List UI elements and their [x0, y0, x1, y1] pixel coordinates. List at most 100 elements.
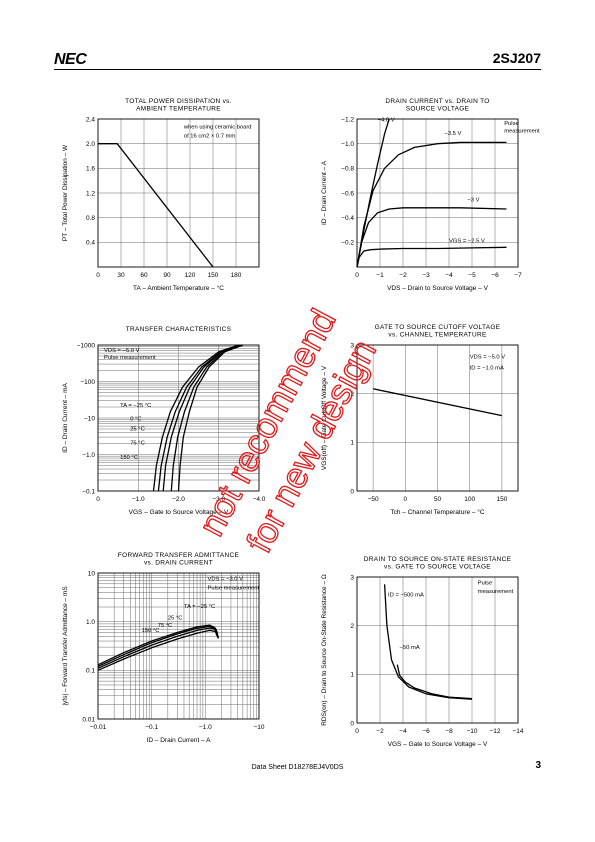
series-label: −3.5 V	[444, 131, 461, 137]
chart-title-line: vs. GATE TO SOURCE VOLTAGE	[384, 564, 491, 571]
y-tick-label: −0.4	[341, 215, 354, 222]
y-tick-label: −10	[84, 415, 95, 422]
y-tick-label: 1	[350, 672, 354, 679]
x-tick-label: −1	[376, 272, 384, 279]
y-tick-label: 2	[350, 623, 354, 630]
series-line	[177, 344, 244, 492]
x-tick-label: −50	[368, 496, 379, 503]
series-line	[170, 344, 244, 492]
header-rule	[54, 69, 541, 70]
x-tick-label: −4.0	[253, 496, 266, 503]
series-label: −3 V	[467, 198, 479, 204]
chart-annotation: VDS = −5.0 V	[470, 355, 506, 361]
x-tick-label: 60	[140, 272, 148, 279]
y-tick-label: −1.2	[341, 116, 354, 123]
chart-cutoff: −50 0 50 100 150 0 1 2 3 GATE TO SOURCE CUTOFF VO…	[321, 324, 519, 516]
y-tick-label: −1.0	[341, 141, 354, 148]
chart-title-line: DRAIN TO SOURCE ON-STATE RESISTANCE	[364, 556, 512, 563]
x-tick-label: 150	[496, 496, 507, 503]
series-line	[152, 344, 240, 492]
y-tick-label: 1	[350, 440, 354, 447]
chart-title-line: TOTAL POWER DISSIPATION vs.	[125, 98, 232, 105]
series-line	[97, 624, 217, 666]
plot-frame	[356, 576, 519, 724]
chart-title-line: DRAIN CURRENT vs. DRAIN TO	[385, 98, 489, 105]
y-axis-label: ID – Drain Current – mA	[62, 382, 69, 452]
x-tick-label: −10	[466, 728, 477, 735]
x-tick-label: −3.0	[212, 496, 225, 503]
y-tick-label: 3	[350, 574, 354, 581]
y-tick-label: 10	[88, 570, 96, 577]
chart-title-line: AMBIENT TEMPERATURE	[136, 106, 221, 113]
x-tick-label: −1.0	[199, 724, 212, 731]
x-tick-label: −1.0	[132, 496, 145, 503]
series-label: TA = −25 °C	[184, 604, 215, 610]
chart-annotation: measurement	[478, 589, 514, 595]
x-tick-label: 0	[96, 496, 100, 503]
x-tick-label: 180	[231, 272, 242, 279]
y-tick-label: 2.4	[86, 116, 95, 123]
x-tick-label: 100	[464, 496, 475, 503]
y-axis-label: VGS(off) – Gate Cut-Off Voltage – V	[321, 365, 328, 470]
series-line	[356, 207, 507, 268]
chart-annotation: Pulse measurement	[208, 585, 260, 591]
series-line	[97, 625, 218, 668]
series-label: TA = −25 °C	[120, 403, 151, 409]
series-label: 25 °C	[130, 427, 145, 433]
y-tick-label: 1.2	[86, 190, 95, 197]
page-number: 3	[535, 760, 541, 771]
series-label: 150 °C	[142, 628, 160, 634]
plot-frame	[356, 118, 519, 268]
y-tick-label: −0.8	[341, 166, 354, 173]
series-label: 75 °C	[158, 623, 173, 629]
x-tick-label: −0.1	[145, 724, 158, 731]
x-tick-label: −4	[445, 272, 453, 279]
series-label: VGS = −2.5 V	[449, 238, 485, 244]
chart-annotation: of 16 cm2 × 0.7 mm	[184, 134, 236, 140]
chart-title-line: vs. DRAIN CURRENT	[144, 560, 213, 567]
y-tick-label: 0	[350, 720, 354, 727]
x-tick-label: 0	[96, 272, 100, 279]
x-tick-label: −12	[489, 728, 500, 735]
chart-annotation: VDS = −5.0 V	[104, 348, 140, 354]
nec-logo: NEC	[54, 51, 87, 68]
chart-transfer: 0 −1.0 −2.0 −3.0 −4.0 −0.1 −1.0 −10 −100 −1000 TRA…	[62, 326, 266, 516]
x-axis-label: TA – Ambient Temperature – °C	[133, 284, 224, 292]
x-axis-label: VGS – Gate to Source Voltage – V	[388, 741, 488, 748]
series-line	[356, 246, 507, 268]
y-tick-label: −0.6	[341, 190, 354, 197]
y-axis-label: |yfs| – Forward Transfer Admittance – mS	[62, 586, 69, 706]
chart-yfs: −0.01 −0.1 −1.0 −10 0.01 0.1 1.0 10 FORWARD TRAN…	[62, 552, 265, 744]
series-line	[383, 584, 473, 700]
x-tick-label: −4	[399, 728, 407, 735]
x-axis-label: VDS – Drain to Source Voltage – V	[387, 285, 488, 292]
series-line	[356, 141, 507, 268]
x-tick-label: 30	[117, 272, 125, 279]
plot-frame	[97, 118, 260, 268]
x-axis-label: Tch – Channel Temperature – °C	[390, 508, 485, 516]
y-axis-label: PT – Total Power Dissipation – W	[62, 144, 69, 241]
series-line	[157, 344, 240, 492]
x-tick-label: 0	[403, 496, 407, 503]
x-tick-label: −14	[512, 728, 523, 735]
series-line	[97, 627, 219, 669]
y-tick-label: 2.0	[86, 141, 95, 148]
y-tick-label: −1000	[77, 342, 96, 349]
y-tick-label: 0.8	[86, 215, 95, 222]
chart-annotation: Pulse measurement	[104, 355, 156, 361]
x-tick-label: −2	[399, 272, 407, 279]
x-tick-label: 120	[185, 272, 196, 279]
series-label: ID = −500 mA	[388, 592, 424, 598]
x-axis-label: ID – Drain Current – A	[147, 737, 212, 744]
series-label: −4.0 V	[378, 117, 395, 123]
chart-annotation: ID = −1.0 mA	[470, 365, 504, 371]
chart-title-line: SOURCE VOLTAGE	[406, 106, 470, 113]
y-tick-label: −0.2	[341, 240, 354, 247]
y-tick-label: 0.4	[86, 240, 95, 247]
y-tick-label: 1.0	[86, 619, 95, 626]
chart-annotation: Pulse	[478, 580, 493, 586]
series-line	[372, 388, 503, 417]
x-tick-label: −6	[491, 272, 499, 279]
series-label: 75 °C	[130, 440, 145, 446]
y-tick-label: −0.1	[82, 488, 95, 495]
